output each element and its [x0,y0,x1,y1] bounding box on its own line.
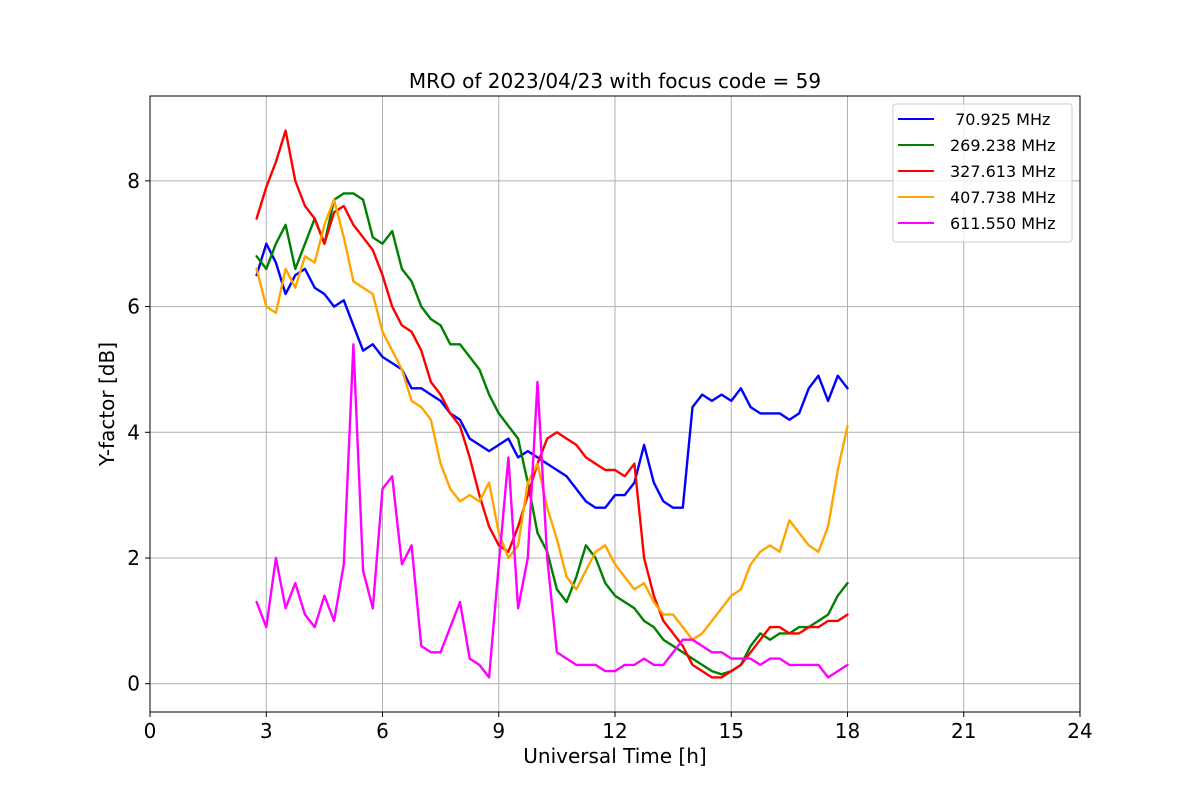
legend-box [892,103,1073,243]
y-axis-label: Y-factor [dB] [95,342,119,467]
series-line-5 [255,343,849,679]
y-tick-label: 6 [127,295,140,319]
y-tick-label: 2 [127,546,140,570]
legend-label-1: 70.925 MHz [950,110,1050,129]
legend-label-3: 327.613 MHz [950,162,1055,181]
y-tick-label: 4 [127,420,140,444]
x-tick-label: 18 [835,719,860,743]
x-tick-label: 9 [492,719,505,743]
legend-label-5: 611.550 MHz [950,214,1055,233]
y-tick-label: 0 [127,672,140,696]
series-line-3 [255,129,849,679]
legend: 70.925 MHz 269.238 MHz 327.613 MHz 407.738 … [892,103,1073,243]
x-axis: 0 3 6 9 12 15 18 21 24 [144,712,1093,743]
plot-area [255,129,849,679]
legend-label-4: 407.738 MHz [950,188,1055,207]
y-tick-label: 8 [127,169,140,193]
series-line-1 [255,242,849,509]
x-tick-label: 15 [719,719,744,743]
series-line-2 [255,192,849,676]
x-tick-label: 12 [602,719,627,743]
x-tick-label: 24 [1067,719,1092,743]
chart-title: MRO of 2023/04/23 with focus code = 59 [409,69,821,93]
y-axis: 0 2 4 6 8 [127,169,150,696]
legend-label-2: 269.238 MHz [950,136,1055,155]
x-tick-label: 6 [376,719,389,743]
x-axis-label: Universal Time [h] [523,744,706,768]
x-tick-label: 21 [951,719,976,743]
series-line-4 [255,198,849,641]
x-tick-label: 3 [260,719,273,743]
x-tick-label: 0 [144,719,157,743]
